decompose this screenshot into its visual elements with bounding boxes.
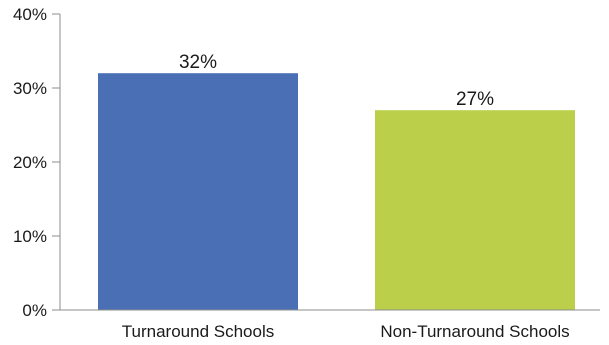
y-axis: 0% 10% 20% 30% 40% bbox=[13, 5, 61, 320]
data-labels: 32% 27% bbox=[179, 52, 494, 110]
y-tick-label: 0% bbox=[22, 301, 47, 320]
bar bbox=[98, 73, 298, 310]
y-tick-label: 10% bbox=[13, 227, 47, 246]
bar-value-label: 27% bbox=[456, 89, 494, 110]
bar-value-label: 32% bbox=[179, 52, 217, 73]
y-tick-label: 30% bbox=[13, 79, 47, 98]
x-tick-label: Turnaround Schools bbox=[122, 322, 274, 341]
bars bbox=[98, 73, 575, 310]
x-axis: Turnaround Schools Non-Turnaround Schools bbox=[60, 309, 600, 341]
x-tick-label: Non-Turnaround Schools bbox=[380, 322, 569, 341]
y-tick-label: 40% bbox=[13, 5, 47, 24]
bar bbox=[375, 110, 575, 310]
y-tick-label: 20% bbox=[13, 153, 47, 172]
